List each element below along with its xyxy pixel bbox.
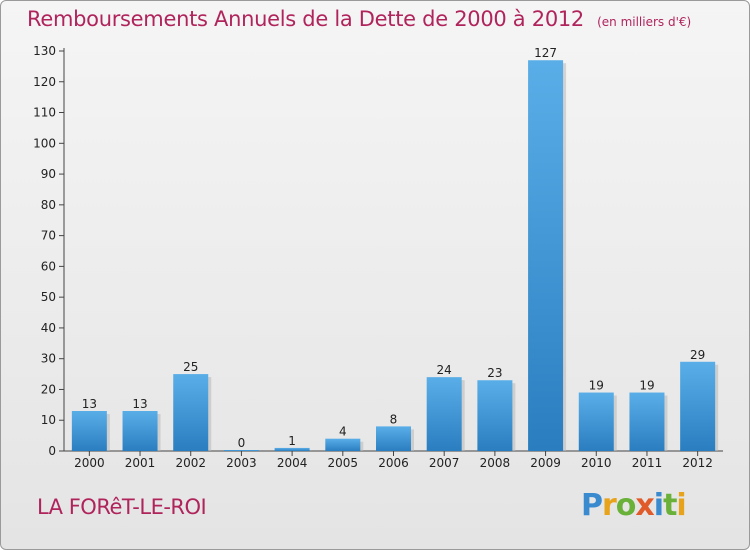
bars (71, 60, 719, 451)
bar-2001 (122, 411, 158, 451)
x-tick-label: 2008 (480, 456, 511, 470)
data-label: 24 (437, 363, 452, 377)
data-label: 8 (390, 412, 398, 426)
bar-2012 (680, 361, 716, 451)
x-tick-label: 2009 (530, 456, 561, 470)
bar-2011 (629, 392, 665, 451)
y-tick-label: 80 (41, 198, 56, 212)
brand-logo: Proxiti (581, 488, 687, 523)
data-label: 0 (238, 436, 246, 450)
chart-unit: (en milliers d'€) (597, 15, 692, 29)
y-tick-label: 40 (41, 321, 56, 335)
bar-2006 (376, 426, 411, 451)
data-label: 13 (132, 397, 147, 411)
x-tick-label: 2000 (74, 456, 105, 470)
x-tick-label: 2002 (175, 456, 206, 470)
commune-name: LA FORêT-LE-ROI (37, 495, 207, 519)
y-tick-label: 90 (41, 167, 56, 181)
data-label: 13 (82, 397, 97, 411)
x-tick-label: 2001 (125, 456, 156, 470)
data-label: 1 (288, 434, 296, 448)
x-tick-label: 2006 (378, 456, 409, 470)
x-tick-label: 2012 (682, 456, 713, 470)
chart-title: Remboursements Annuels de la Dette de 20… (27, 7, 584, 31)
bar-2008 (477, 380, 513, 451)
data-label: 19 (589, 379, 604, 393)
y-tick-label: 60 (41, 259, 56, 273)
data-label: 4 (339, 425, 347, 439)
data-labels: 13 13 25 0 1 4 8 24 23 127 19 19 29 (82, 46, 706, 450)
bar-2002 (173, 374, 209, 451)
x-tick-label: 2005 (328, 456, 359, 470)
bar-2000 (71, 411, 107, 451)
bar-2009 (528, 60, 564, 451)
y-tick-label: 120 (33, 75, 56, 89)
y-tick-label: 20 (41, 382, 56, 396)
bar-2005 (325, 438, 361, 451)
data-label: 127 (534, 46, 557, 60)
y-tick-label: 130 (33, 44, 56, 58)
y-tick-label: 10 (41, 413, 56, 427)
x-tick-label: 2004 (277, 456, 308, 470)
data-label: 23 (487, 366, 502, 380)
y-tick-label: 0 (48, 444, 56, 458)
y-tick-label: 50 (41, 290, 56, 304)
data-label: 29 (690, 348, 705, 362)
bar-2003 (223, 450, 259, 451)
x-tick-label: 2011 (632, 456, 663, 470)
y-tick-label: 30 (41, 352, 56, 366)
x-tick-label: 2010 (581, 456, 612, 470)
y-tick-label: 110 (33, 106, 56, 120)
y-tick-label: 70 (41, 229, 56, 243)
y-tick-label: 100 (33, 136, 56, 150)
bar-2004 (274, 447, 310, 451)
bar-2010 (578, 392, 614, 451)
bar-2007 (426, 377, 462, 451)
x-tick-label: 2003 (226, 456, 257, 470)
x-tick-label: 2007 (429, 456, 460, 470)
data-label: 19 (639, 379, 654, 393)
data-label: 25 (183, 360, 198, 374)
chart-header: Remboursements Annuels de la Dette de 20… (27, 7, 691, 31)
